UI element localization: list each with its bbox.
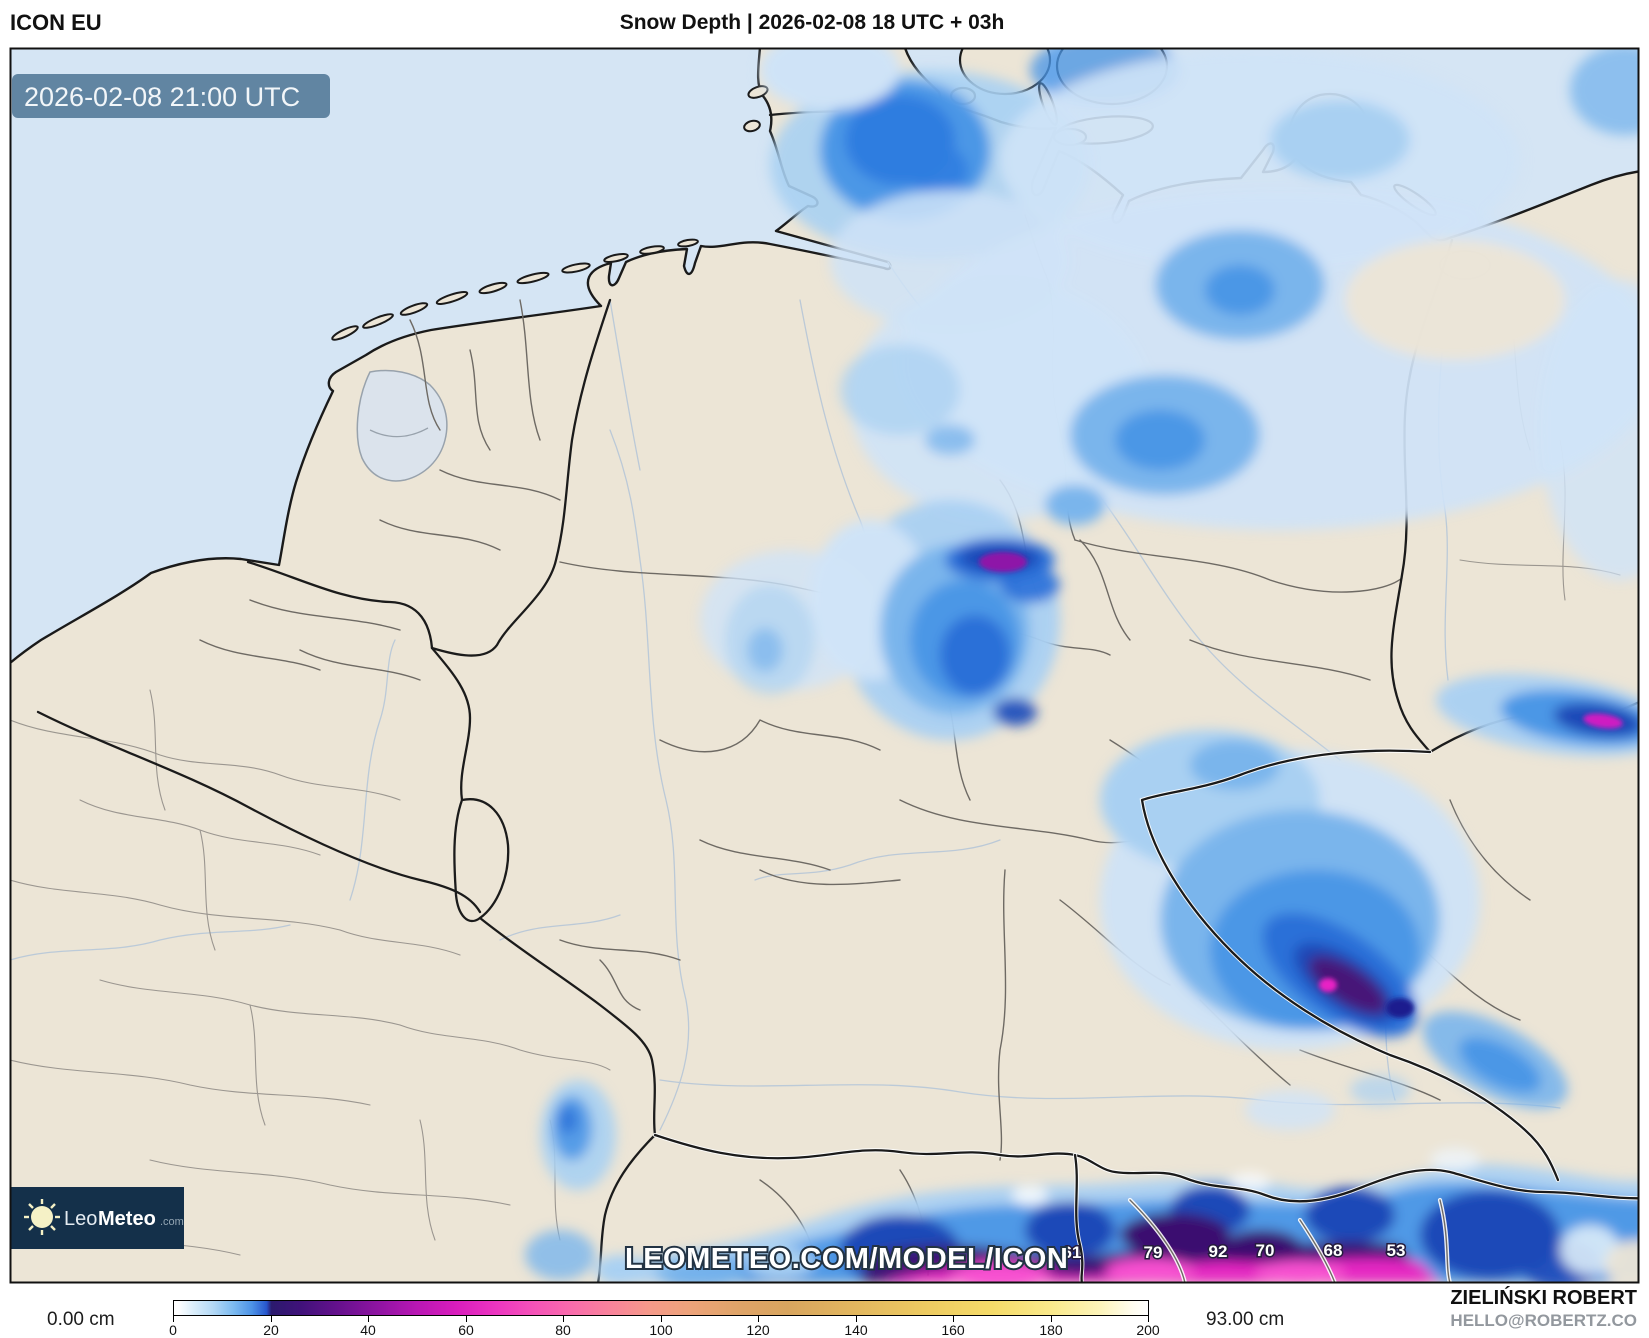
department-borders bbox=[10, 249, 1621, 1256]
annotation-value: 70 bbox=[1256, 1241, 1275, 1260]
annotation-value: 92 bbox=[1209, 1242, 1228, 1261]
colorbar-tick bbox=[271, 1316, 272, 1322]
watermark: LEOMETEO.COM/MODEL/ICON bbox=[625, 1243, 1068, 1275]
sun-icon bbox=[24, 1199, 60, 1235]
page-title: Snow Depth | 2026-02-08 18 UTC + 03h bbox=[619, 11, 1005, 34]
colorbar-tick bbox=[1148, 1316, 1149, 1322]
colorbar-gradient bbox=[173, 1300, 1149, 1316]
annotation-value: 68 bbox=[1324, 1241, 1343, 1260]
logo-text-tld: .com bbox=[160, 1216, 184, 1228]
casing-borders bbox=[652, 748, 1639, 1283]
snow-depth-field bbox=[525, 48, 1639, 1283]
colorbar-tick bbox=[563, 1316, 564, 1322]
colorbar-tick-label: 60 bbox=[458, 1322, 474, 1338]
colorbar-tick bbox=[953, 1316, 954, 1322]
colorbar-tick-label: 40 bbox=[360, 1322, 376, 1338]
colorbar-tick-label: 180 bbox=[1039, 1322, 1063, 1338]
colorbar-min-label: 0.00 cm bbox=[47, 1309, 115, 1330]
colorbar-tick bbox=[173, 1316, 174, 1322]
colorbar-tick-label: 80 bbox=[555, 1322, 571, 1338]
colorbar-tick bbox=[661, 1316, 662, 1322]
credit-contact: HELLO@ROBERTZ.CO bbox=[1450, 1311, 1637, 1330]
colorbar-tick-label: 120 bbox=[746, 1322, 770, 1338]
colorbar-tick bbox=[856, 1316, 857, 1322]
snow-depth-cores bbox=[979, 552, 1623, 1018]
logo-text-light: Leo bbox=[64, 1208, 97, 1230]
credit-author: ZIELIŃSKI ROBERT bbox=[1450, 1287, 1637, 1309]
logo-text-bold: Meteo bbox=[98, 1208, 156, 1230]
colorbar-tick bbox=[466, 1316, 467, 1322]
colorbar-tick bbox=[1051, 1316, 1052, 1322]
annotation-value: 53 bbox=[1387, 1241, 1406, 1260]
snow-depth-annotations: 61 79 92 70 68 53 bbox=[1061, 1240, 1407, 1264]
colorbar-tick-label: 20 bbox=[263, 1322, 279, 1338]
timestamp-badge: 2026-02-08 21:00 UTC bbox=[12, 74, 330, 118]
annotation-value: 61 bbox=[1063, 1243, 1082, 1262]
annotation-value: 79 bbox=[1144, 1243, 1163, 1262]
model-name: ICON EU bbox=[10, 10, 102, 35]
timestamp-text: 2026-02-08 21:00 UTC bbox=[24, 82, 300, 112]
wadden-islands bbox=[331, 85, 769, 341]
colorbar-tick-label: 140 bbox=[844, 1322, 868, 1338]
colorbar-tick-label: 160 bbox=[941, 1322, 965, 1338]
colorbar-tick-label: 100 bbox=[649, 1322, 673, 1338]
colorbar-tick-label: 0 bbox=[169, 1322, 177, 1338]
colorbar-tick-label: 200 bbox=[1136, 1322, 1160, 1338]
ijsselmeer-lake bbox=[356, 369, 448, 482]
colorbar-tick bbox=[758, 1316, 759, 1322]
leometeo-logo: Leo Meteo .com bbox=[10, 1187, 184, 1249]
colorbar-max-label: 93.00 cm bbox=[1206, 1309, 1285, 1330]
map-frame bbox=[9, 47, 1640, 1284]
colorbar-tick bbox=[368, 1316, 369, 1322]
